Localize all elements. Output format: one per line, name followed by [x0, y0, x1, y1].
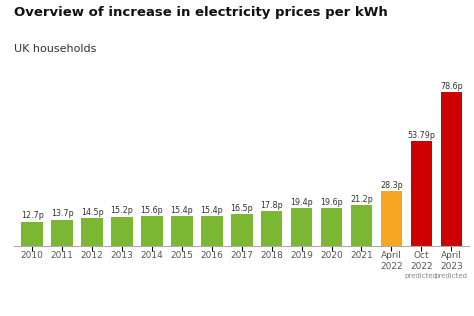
Text: 2013: 2013 — [110, 252, 133, 260]
Text: 19.6p: 19.6p — [320, 198, 343, 207]
Text: 2020: 2020 — [320, 252, 343, 260]
Text: 2010: 2010 — [21, 252, 44, 260]
Text: 21.2p: 21.2p — [350, 195, 373, 204]
Text: 15.2p: 15.2p — [110, 206, 133, 216]
Text: 2014: 2014 — [141, 252, 164, 260]
Text: 15.6p: 15.6p — [141, 206, 164, 215]
Bar — [201, 216, 223, 246]
Text: 53.79p: 53.79p — [407, 131, 435, 140]
Text: 14.5p: 14.5p — [81, 208, 103, 217]
Bar — [351, 205, 372, 246]
Text: 15.4p: 15.4p — [201, 206, 223, 215]
Text: 2018: 2018 — [260, 252, 283, 260]
Bar — [51, 220, 73, 246]
Text: 2016: 2016 — [201, 252, 223, 260]
Text: predicted: predicted — [435, 273, 468, 279]
Text: 2012: 2012 — [81, 252, 103, 260]
Text: predicted: predicted — [405, 273, 438, 279]
Bar — [171, 216, 192, 246]
Bar — [321, 208, 342, 246]
Bar — [111, 216, 133, 246]
Bar — [261, 211, 283, 246]
Bar — [81, 218, 103, 246]
Text: 2017: 2017 — [230, 252, 253, 260]
Text: April
2023: April 2023 — [440, 252, 463, 271]
Text: 13.7p: 13.7p — [51, 210, 73, 218]
Bar — [141, 216, 163, 246]
Text: 16.5p: 16.5p — [230, 204, 253, 213]
Bar — [440, 92, 462, 246]
Text: 2015: 2015 — [171, 252, 193, 260]
Text: UK households: UK households — [14, 44, 97, 54]
Bar — [21, 222, 43, 246]
Text: 78.6p: 78.6p — [440, 82, 463, 91]
Bar — [291, 208, 312, 246]
Text: 2019: 2019 — [290, 252, 313, 260]
Bar — [381, 191, 402, 246]
Bar — [410, 141, 432, 246]
Text: April
2022: April 2022 — [380, 252, 403, 271]
Text: 19.4p: 19.4p — [290, 198, 313, 207]
Text: 28.3p: 28.3p — [380, 181, 403, 190]
Text: 12.7p: 12.7p — [21, 211, 44, 220]
Text: 2021: 2021 — [350, 252, 373, 260]
Text: Overview of increase in electricity prices per kWh: Overview of increase in electricity pric… — [14, 6, 388, 19]
Text: Oct
2022: Oct 2022 — [410, 252, 433, 271]
Bar — [231, 214, 253, 246]
Text: 15.4p: 15.4p — [171, 206, 193, 215]
Text: 2011: 2011 — [51, 252, 73, 260]
Text: 17.8p: 17.8p — [260, 201, 283, 210]
